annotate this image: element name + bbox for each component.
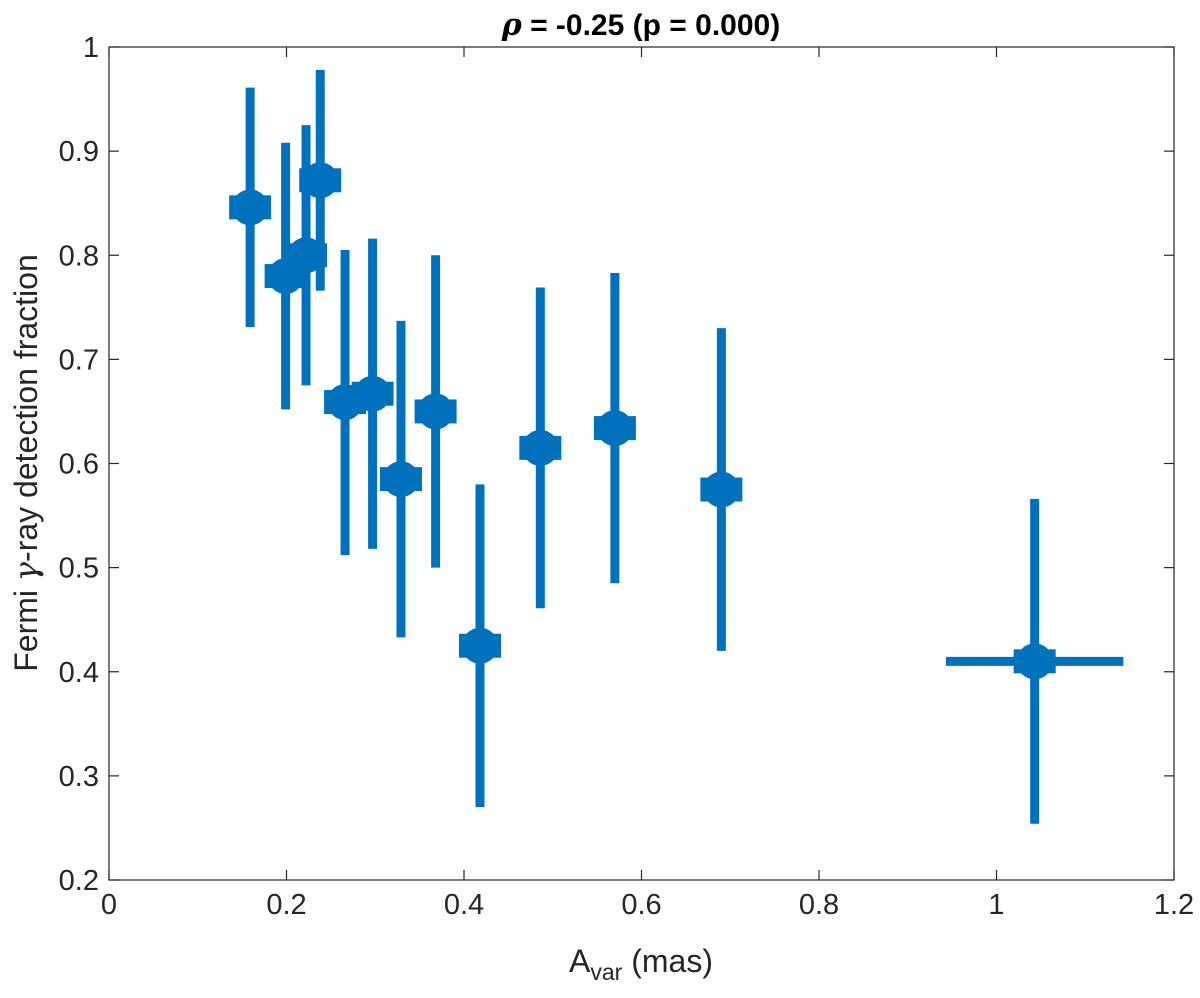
axes-frame xyxy=(108,46,1175,881)
chart-title: ρ = -0.25 (p = 0.000) xyxy=(501,8,780,43)
x-axis-label: Avar (mas) xyxy=(569,943,713,985)
x-tick-label: 0.2 xyxy=(266,889,306,921)
data-point xyxy=(522,429,559,466)
y-label-gamma: γ xyxy=(7,561,45,581)
x-label-rest: (mas) xyxy=(622,943,713,979)
data-point xyxy=(382,461,419,498)
y-label-before: Fermi xyxy=(8,581,44,672)
y-tick-label: 0.4 xyxy=(59,657,99,689)
data-point xyxy=(232,189,269,226)
y-tick-label: 0.3 xyxy=(59,761,99,793)
y-tick-label: 1 xyxy=(83,32,99,64)
y-label-after: -ray detection fraction xyxy=(8,254,44,562)
y-tick-label: 0.9 xyxy=(59,136,99,168)
x-tick-label: 0 xyxy=(101,889,117,921)
data-point xyxy=(596,410,633,447)
y-tick-label: 0.8 xyxy=(59,240,99,272)
y-axis-label: Fermi γ-ray detection fraction xyxy=(7,254,45,671)
y-tick-label: 0.5 xyxy=(59,553,99,585)
x-label-subscript: var xyxy=(590,959,622,985)
y-tick-label: 0.7 xyxy=(59,344,99,376)
x-tick-label: 1 xyxy=(988,889,1004,921)
data-point xyxy=(417,393,454,430)
data-point xyxy=(703,471,740,508)
data-point xyxy=(461,627,498,664)
data-point xyxy=(302,162,339,199)
x-label-base: A xyxy=(569,943,591,979)
y-tick-label: 0.6 xyxy=(59,449,99,481)
x-tick-label: 0.8 xyxy=(799,889,839,921)
y-axis-ticks: 0.2 0.3 0.4 0.5 0.6 0.7 0.8 0.9 1 xyxy=(59,32,1174,897)
x-tick-label: 1.2 xyxy=(1154,889,1194,921)
x-tick-label: 0.4 xyxy=(444,889,484,921)
data-point xyxy=(354,375,391,412)
data-point xyxy=(1016,643,1053,680)
x-axis-ticks: 0 0.2 0.4 0.6 0.8 1 1.2 xyxy=(101,47,1194,921)
data-point xyxy=(288,237,325,274)
data-markers xyxy=(229,162,1056,680)
y-tick-label: 0.2 xyxy=(59,865,99,897)
title-text-rest: = -0.25 (p = 0.000) xyxy=(522,9,780,42)
title-rho-symbol: ρ xyxy=(501,8,523,43)
x-tick-label: 0.6 xyxy=(621,889,661,921)
plot-area xyxy=(109,47,1174,880)
